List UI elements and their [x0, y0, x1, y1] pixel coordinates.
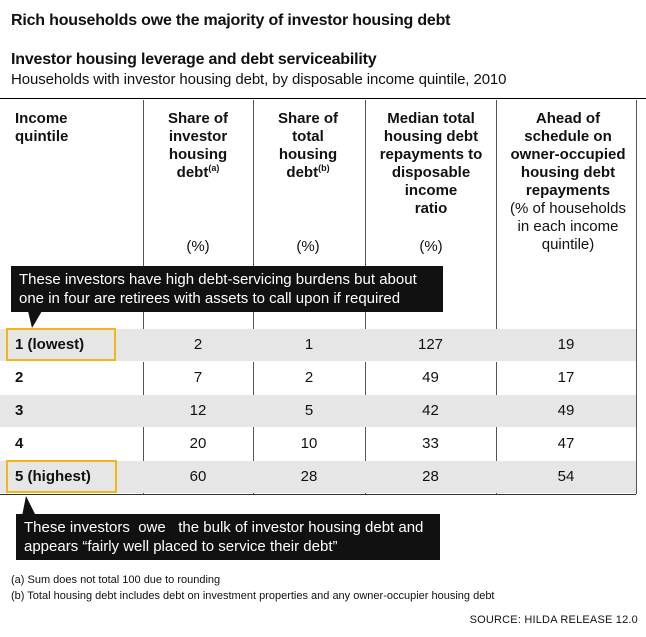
row-divider	[0, 361, 636, 362]
footnote-a: (a) Sum does not total 100 due to roundi…	[11, 574, 221, 586]
repay-ratio-cell: 33	[422, 435, 439, 452]
unit-investor-share: (%)	[186, 238, 210, 255]
table-row: 4 20 10 33 47	[0, 428, 636, 460]
column-divider	[636, 100, 637, 494]
col-header-investor-share: Share of investor housing debt(a)	[167, 110, 228, 181]
quintile-cell: 4	[15, 435, 24, 452]
table-row: 5 (highest) 60 28 28 54	[0, 461, 636, 493]
callout-pointer	[28, 311, 42, 328]
ahead-cell: 49	[557, 402, 575, 419]
highlight-lowest-quintile	[6, 328, 116, 361]
investor-share-cell: 60	[189, 468, 207, 485]
callout-highest-quintile: These investors owe the bulk of investor…	[16, 514, 440, 560]
total-share-cell: 28	[300, 468, 318, 485]
investor-share-cell: 20	[189, 435, 207, 452]
investor-share-cell: 2	[193, 336, 203, 353]
repay-ratio-cell: 42	[422, 402, 439, 419]
ahead-cell: 54	[557, 468, 575, 485]
quintile-cell: 2	[15, 369, 24, 386]
ahead-cell: 47	[557, 435, 575, 452]
investor-share-cell: 7	[193, 369, 203, 386]
quintile-cell: 5 (highest)	[15, 468, 91, 485]
quintile-cell: 1 (lowest)	[15, 336, 85, 353]
col-header-repayment-ratio: Median total housing debt repayments to di…	[379, 110, 483, 217]
callout-lowest-quintile: These investors have high debt-servicing…	[11, 266, 443, 312]
total-share-cell: 5	[304, 402, 314, 419]
table-row: 2 7 2 49 17	[0, 362, 636, 394]
total-share-cell: 10	[300, 435, 318, 452]
total-share-cell: 1	[304, 336, 314, 353]
table-row: 1 (lowest) 2 1 127 19	[0, 329, 636, 361]
table-row: 3 12 5 42 49	[0, 395, 636, 427]
table-bottom-rule	[0, 494, 636, 495]
repay-ratio-cell: 49	[422, 369, 439, 386]
repay-ratio-cell: 28	[422, 468, 439, 485]
unit-repayment-ratio: (%)	[419, 238, 443, 255]
total-share-cell: 2	[304, 369, 314, 386]
col-header-total-share: Share of total housing debt(b)	[277, 110, 338, 181]
source-credit: SOURCE: HILDA RELEASE 12.0	[469, 614, 638, 626]
quintile-cell: 3	[15, 402, 24, 419]
col-header-quintile: Income quintile	[15, 110, 69, 145]
headline: Rich households owe the majority of inve…	[11, 12, 451, 29]
highlight-highest-quintile	[6, 460, 117, 493]
ahead-cell: 19	[557, 336, 575, 353]
column-divider	[496, 100, 497, 494]
header-top-rule	[0, 98, 646, 99]
col-header-ahead-of-schedule: Ahead of schedule on owner-occupied housin…	[510, 110, 626, 253]
unit-total-share: (%)	[296, 238, 320, 255]
table-subtitle: Investor housing leverage and debt servi…	[11, 51, 377, 68]
table-description: Households with investor housing debt, b…	[11, 71, 507, 88]
footnote-b: (b) Total housing debt includes debt on …	[11, 590, 495, 602]
callout-pointer	[22, 496, 36, 516]
ahead-cell: 17	[557, 369, 575, 386]
repay-ratio-cell: 127	[417, 336, 444, 353]
investor-share-cell: 12	[189, 402, 207, 419]
